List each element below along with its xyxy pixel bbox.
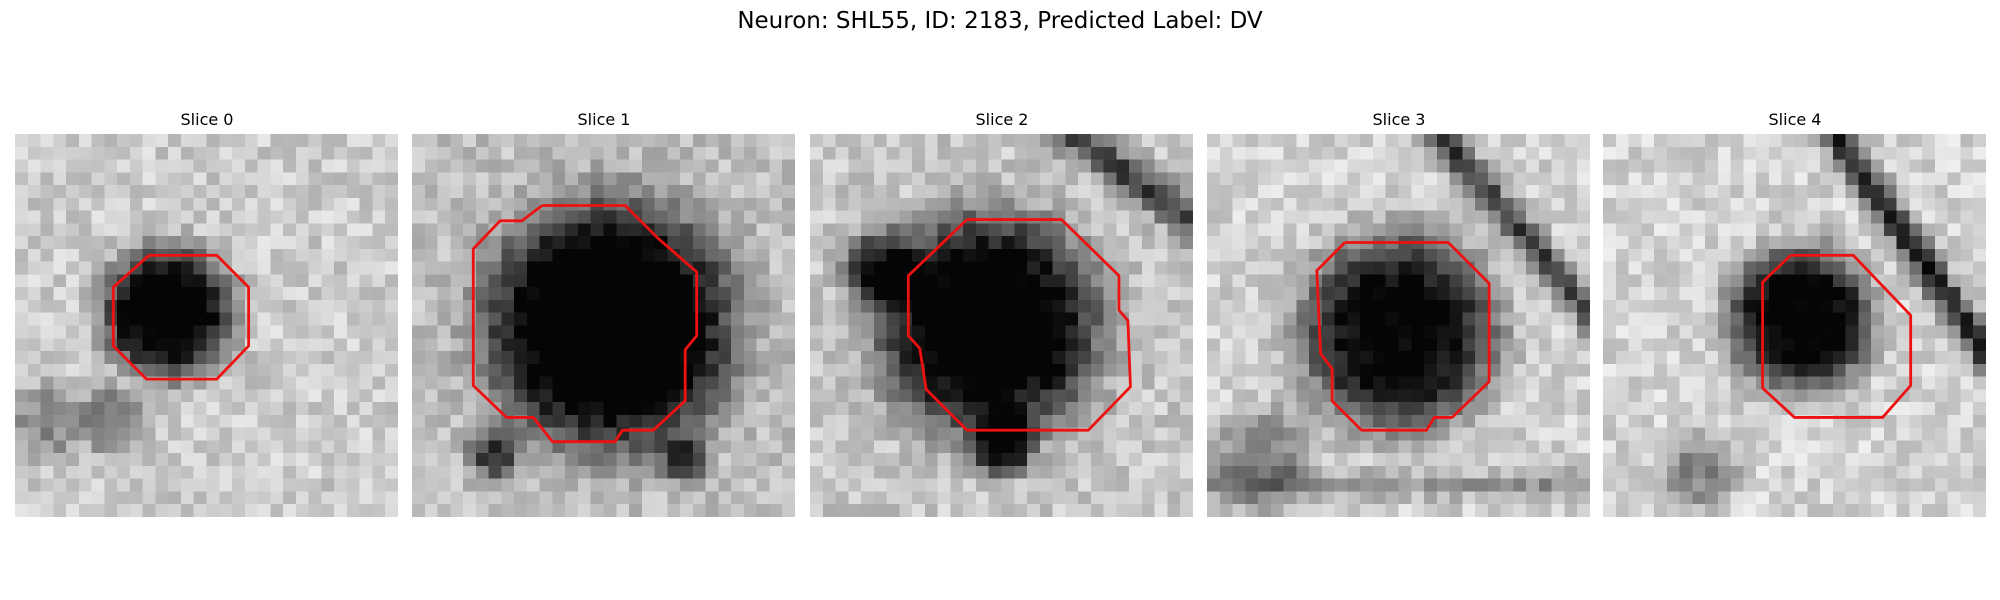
slice-title: Slice 1 [577, 110, 631, 129]
figure-title: Neuron: SHL55, ID: 2183, Predicted Label… [737, 8, 1263, 34]
slice-panel-0: Slice 0 [15, 110, 399, 517]
slice-panel-2: Slice 2 [810, 110, 1194, 517]
neuron-contour [1761, 253, 1913, 419]
slice-image [412, 134, 795, 517]
slice-image [1603, 134, 1986, 517]
slice-title: Slice 0 [180, 110, 234, 129]
slice-panel-4: Slice 4 [1603, 110, 1987, 517]
slice-panel-3: Slice 3 [1207, 110, 1591, 517]
slice-image [1207, 134, 1590, 517]
neuron-contour [471, 204, 699, 444]
neuron-contour [1315, 241, 1491, 432]
neuron-contour [111, 253, 251, 381]
slice-title: Slice 4 [1768, 110, 1822, 129]
slice-image [15, 134, 398, 517]
slice-title: Slice 2 [975, 110, 1029, 129]
neuron-contour [906, 218, 1132, 432]
slice-panel-1: Slice 1 [412, 110, 796, 517]
slice-title: Slice 3 [1372, 110, 1426, 129]
